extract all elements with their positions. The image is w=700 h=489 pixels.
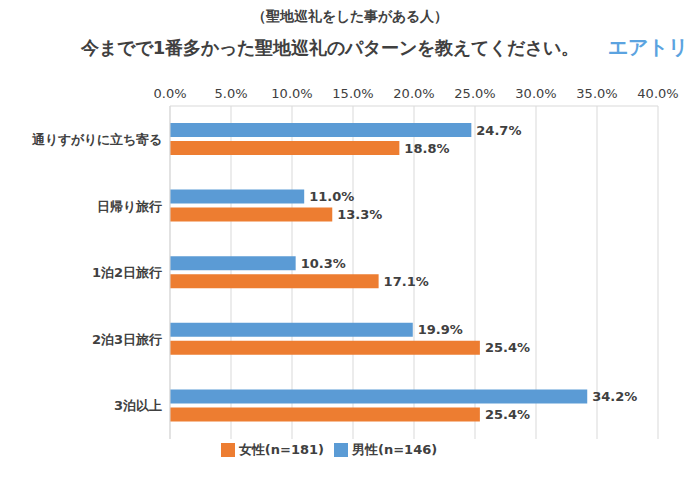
svg-text:10.0%: 10.0% xyxy=(271,86,312,101)
svg-text:2泊3日旅行: 2泊3日旅行 xyxy=(92,332,162,347)
svg-text:24.7%: 24.7% xyxy=(476,123,521,138)
svg-text:3泊以上: 3泊以上 xyxy=(114,398,162,413)
svg-text:25.0%: 25.0% xyxy=(454,86,495,101)
svg-text:17.1%: 17.1% xyxy=(384,274,429,289)
svg-text:25.4%: 25.4% xyxy=(485,407,530,422)
svg-text:11.0%: 11.0% xyxy=(309,189,354,204)
svg-text:19.9%: 19.9% xyxy=(418,322,463,337)
svg-text:日帰り旅行: 日帰り旅行 xyxy=(97,199,162,214)
svg-text:40.0%: 40.0% xyxy=(637,86,678,101)
svg-text:20.0%: 20.0% xyxy=(393,86,434,101)
svg-text:35.0%: 35.0% xyxy=(576,86,617,101)
html-text:エアトリ: エアトリ xyxy=(608,35,688,59)
html-text:（聖地巡礼をした事がある人）: （聖地巡礼をした事がある人） xyxy=(252,8,448,24)
svg-text:10.3%: 10.3% xyxy=(301,256,346,271)
svg-text:18.8%: 18.8% xyxy=(404,141,449,156)
svg-text:1泊2日旅行: 1泊2日旅行 xyxy=(92,265,162,280)
svg-text:34.2%: 34.2% xyxy=(592,389,637,404)
svg-text:13.3%: 13.3% xyxy=(337,207,382,222)
svg-text:通りすがりに立ち寄る: 通りすがりに立ち寄る xyxy=(31,132,162,147)
html-text:男性(n=146): 男性(n=146) xyxy=(352,442,438,457)
html-text:女性(n=181): 女性(n=181) xyxy=(238,442,324,457)
svg-text:5.0%: 5.0% xyxy=(214,86,247,101)
svg-text:25.4%: 25.4% xyxy=(485,340,530,355)
svg-text:30.0%: 30.0% xyxy=(515,86,556,101)
svg-text:15.0%: 15.0% xyxy=(332,86,373,101)
html-text:今までで1番多かった聖地巡礼のパターンを教えてください。: 今までで1番多かった聖地巡礼のパターンを教えてください。 xyxy=(80,37,580,58)
svg-text:0.0%: 0.0% xyxy=(153,86,186,101)
